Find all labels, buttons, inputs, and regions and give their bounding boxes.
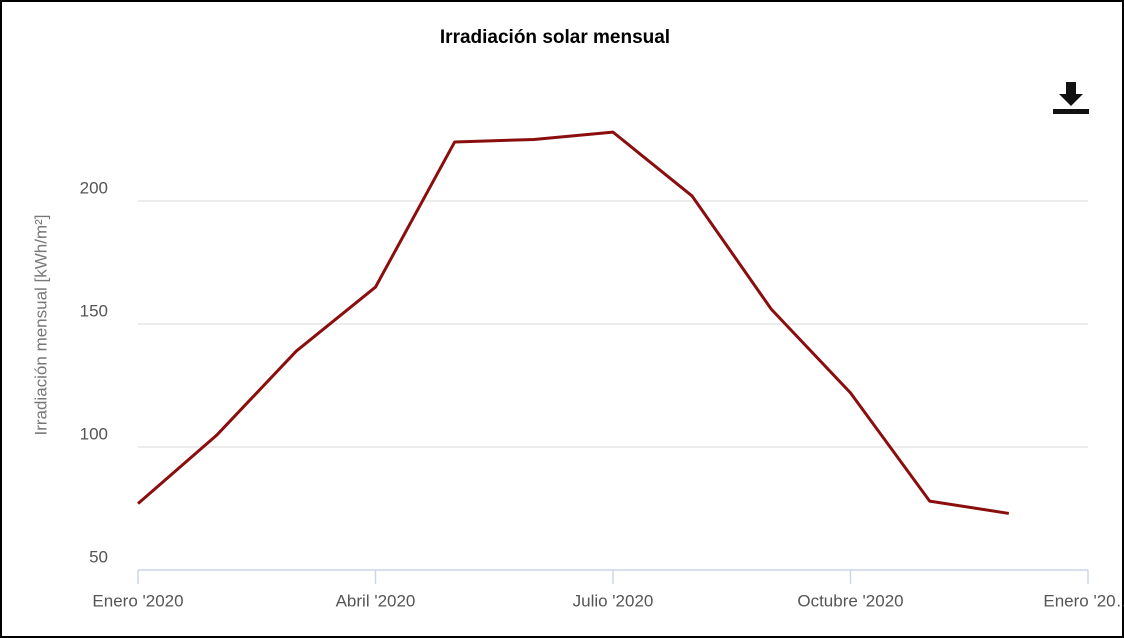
download-arrow <box>1059 82 1083 106</box>
download-bar <box>1053 109 1089 114</box>
y-tick-label: 100 <box>80 424 108 443</box>
data-line <box>137 130 1010 515</box>
x-tick-label: Abril '2020 <box>336 591 416 610</box>
y-tick-label: 50 <box>89 547 108 566</box>
y-tick-label: 200 <box>80 178 108 197</box>
download-button[interactable] <box>1052 80 1090 118</box>
x-tick-label: Enero '20… <box>1043 591 1124 610</box>
x-tick-label: Enero '2020 <box>92 591 183 610</box>
x-tick-label: Octubre '2020 <box>797 591 903 610</box>
y-tick-label: 150 <box>80 301 108 320</box>
y-axis-label: Irradiación mensual [kWh/m²] <box>31 214 50 435</box>
x-tick-label: Julio '2020 <box>573 591 654 610</box>
chart-title: Irradiación solar mensual <box>440 27 670 48</box>
